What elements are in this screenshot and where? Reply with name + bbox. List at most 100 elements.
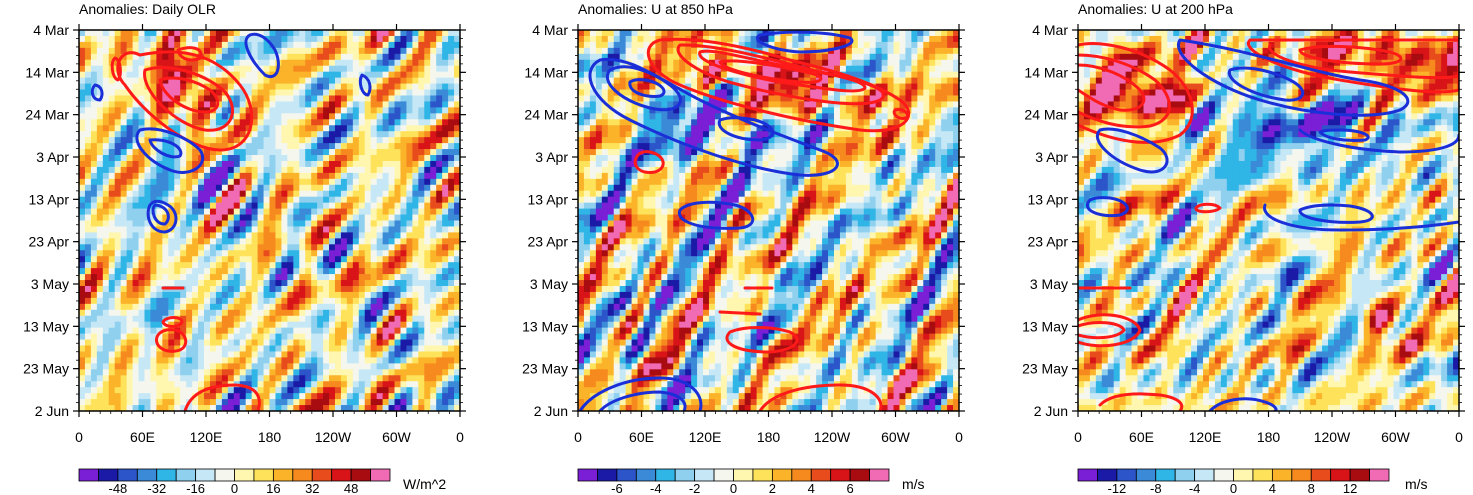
heatmap-cell	[90, 220, 98, 228]
heatmap-cell	[750, 30, 758, 37]
heatmap-cell	[406, 155, 413, 162]
heatmap-cell	[364, 369, 372, 376]
heatmap-cell	[79, 345, 86, 353]
heatmap-cell	[257, 95, 265, 103]
heatmap-cell	[947, 71, 954, 79]
heatmap-cell	[204, 113, 211, 120]
heatmap-cell	[442, 89, 449, 97]
heatmap-cell	[329, 131, 336, 138]
heatmap-cell	[204, 155, 211, 162]
heatmap-cell	[418, 375, 425, 382]
heatmap-cell	[346, 381, 354, 388]
heatmap-cell	[376, 297, 384, 305]
heatmap-cell	[382, 238, 390, 245]
heatmap-cell	[887, 77, 895, 85]
heatmap-cell	[263, 30, 271, 37]
heatmap-cell	[192, 262, 199, 269]
heatmap-cell	[329, 232, 336, 239]
heatmap-cell	[293, 399, 300, 406]
heatmap-cell	[293, 315, 300, 323]
heatmap-cell	[406, 268, 413, 275]
heatmap-cell	[382, 208, 390, 216]
heatmap-cell	[851, 35, 859, 43]
heatmap-cell	[281, 71, 288, 79]
heatmap-cell	[388, 309, 396, 317]
heatmap-cell	[448, 256, 455, 263]
heatmap-cell	[887, 65, 895, 73]
heatmap-cell	[84, 178, 92, 186]
heatmap-cell	[358, 53, 366, 61]
heatmap-cell	[430, 184, 437, 192]
heatmap-cell	[340, 83, 348, 91]
heatmap-cell	[442, 190, 449, 198]
heatmap-cell	[180, 155, 187, 162]
heatmap-cell	[352, 113, 360, 120]
heatmap-cell	[281, 95, 288, 103]
heatmap-cell	[299, 262, 306, 269]
heatmap-cell	[227, 190, 235, 198]
heatmap-cell	[442, 315, 449, 323]
heatmap-cell	[732, 53, 740, 61]
heatmap-cell	[186, 345, 193, 353]
heatmap-cell	[120, 30, 128, 37]
heatmap-cell	[430, 71, 437, 79]
heatmap-cell	[340, 256, 348, 263]
heatmap-cell	[334, 119, 342, 126]
heatmap-cell	[174, 405, 181, 411]
heatmap-cell	[79, 190, 86, 198]
heatmap-cell	[120, 101, 128, 108]
heatmap-cell	[221, 333, 229, 341]
heatmap-cell	[394, 250, 402, 257]
heatmap-cell	[412, 280, 419, 287]
heatmap-cell	[305, 143, 312, 150]
x-tick-label: 0	[75, 429, 83, 445]
heatmap-cell	[589, 77, 597, 85]
heatmap-cell	[79, 256, 86, 263]
heatmap-cell	[305, 166, 312, 174]
heatmap-cell	[448, 184, 455, 192]
heatmap-cell	[269, 59, 277, 67]
heatmap-cell	[209, 327, 217, 335]
heatmap-cell	[221, 107, 229, 114]
heatmap-cell	[168, 303, 175, 311]
heatmap-cell	[863, 30, 871, 37]
heatmap-cell	[358, 297, 366, 305]
heatmap-cell	[192, 238, 199, 245]
heatmap-cell	[418, 160, 425, 168]
heatmap-cell	[126, 35, 134, 43]
heatmap-cell	[708, 83, 716, 91]
heatmap-cell	[239, 149, 247, 156]
heatmap-cell	[79, 309, 86, 317]
heatmap-cell	[126, 53, 134, 61]
heatmap-cell	[227, 131, 235, 138]
heatmap-cell	[726, 35, 734, 43]
heatmap-cell	[198, 35, 205, 43]
heatmap-cell	[418, 143, 425, 150]
heatmap-cell	[436, 178, 443, 186]
heatmap-cell	[376, 238, 384, 245]
heatmap-cell	[442, 381, 449, 388]
heatmap-cell	[394, 357, 402, 364]
heatmap-cell	[162, 297, 169, 305]
heatmap-cell	[376, 315, 384, 323]
heatmap-cell	[192, 137, 199, 144]
heatmap-cell	[96, 345, 104, 353]
heatmap-cell	[454, 327, 460, 335]
heatmap-cell	[138, 77, 146, 85]
heatmap-cell	[126, 47, 134, 55]
heatmap-cell	[293, 256, 300, 263]
heatmap-cell	[941, 83, 948, 91]
heatmap-cell	[269, 214, 277, 222]
heatmap-cell	[364, 65, 372, 73]
heatmap-cell	[132, 178, 140, 186]
heatmap-cell	[251, 357, 259, 364]
heatmap-cell	[84, 119, 92, 126]
heatmap-cell	[442, 226, 449, 233]
heatmap-cell	[454, 268, 460, 275]
heatmap-cell	[382, 226, 390, 233]
heatmap-cell	[418, 166, 425, 174]
heatmap-cell	[192, 250, 199, 257]
heatmap-cell	[84, 250, 92, 257]
heatmap-cell	[833, 65, 841, 73]
heatmap-cell	[251, 53, 259, 61]
